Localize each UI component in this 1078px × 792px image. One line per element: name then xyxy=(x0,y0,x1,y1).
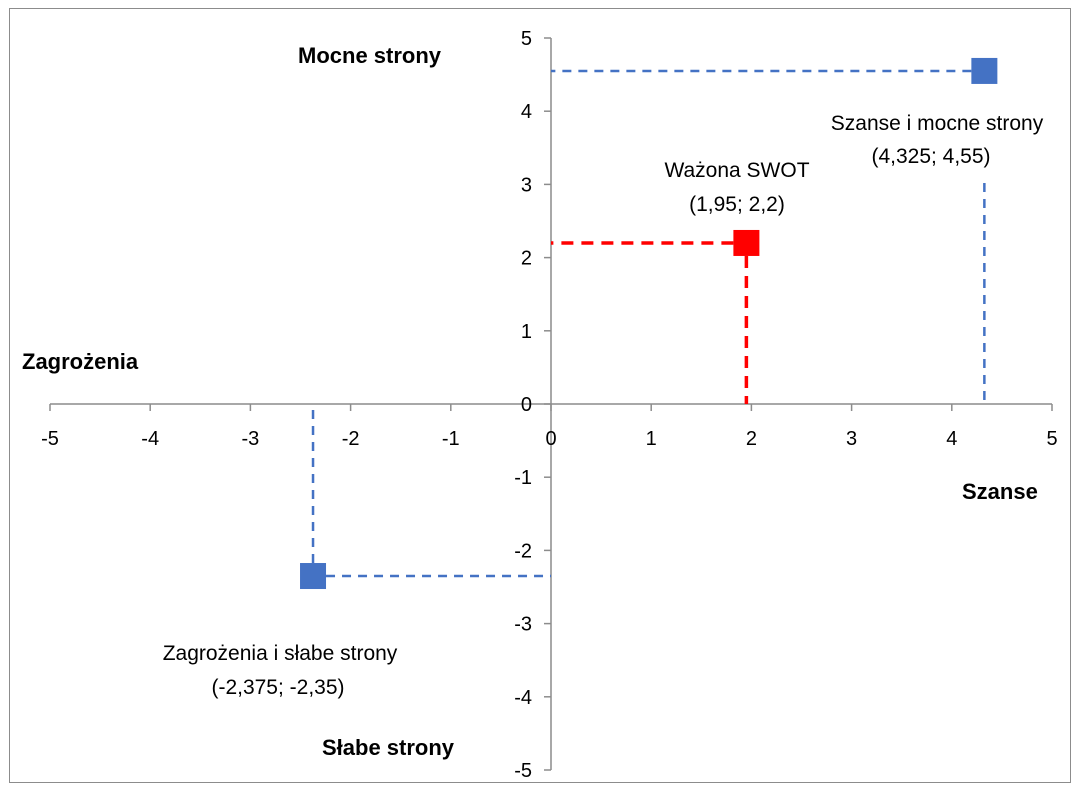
x-tick-label: -1 xyxy=(442,428,460,450)
x-tick-label: 4 xyxy=(946,428,957,450)
y-tick-label: -5 xyxy=(514,760,532,782)
x-tick-label: 0 xyxy=(545,428,556,450)
x-tick-label: -5 xyxy=(41,428,59,450)
y-tick-label: 3 xyxy=(521,174,532,196)
point-label-opportunities-strengths: Szanse i mocne strony (4,325; 4,55) xyxy=(831,112,1044,168)
guide-lines xyxy=(311,69,986,578)
x-tick-label: 2 xyxy=(746,428,757,450)
point-label-name: Ważona SWOT xyxy=(664,159,809,182)
point-label-coords: (1,95; 2,2) xyxy=(689,193,785,216)
point-label-coords: (-2,375; -2,35) xyxy=(211,676,344,699)
x-tick-label: -2 xyxy=(342,428,360,450)
x-tick-label: -3 xyxy=(242,428,260,450)
x-ticks: -5 -4 -3 -2 -1 0 1 2 3 4 5 xyxy=(41,404,1058,450)
quadrant-label-threats: Zagrożenia xyxy=(22,349,139,374)
x-tick-label: 3 xyxy=(846,428,857,450)
x-tick-label: -4 xyxy=(141,428,159,450)
data-point-marker xyxy=(300,563,327,590)
y-tick-label: -4 xyxy=(514,687,532,709)
y-tick-label: -2 xyxy=(514,540,532,562)
data-point-marker xyxy=(733,229,760,256)
x-tick-label: 1 xyxy=(646,428,657,450)
y-tick-label: 0 xyxy=(521,394,532,416)
point-label-name: Szanse i mocne strony xyxy=(831,112,1044,135)
quadrant-label-weaknesses: Słabe strony xyxy=(322,735,455,760)
chart-border xyxy=(9,8,1071,783)
data-markers xyxy=(300,57,998,590)
point-label-threats-weaknesses: Zagrożenia i słabe strony (-2,375; -2,35… xyxy=(163,642,398,699)
quadrant-label-strengths: Mocne strony xyxy=(298,43,442,68)
y-tick-label: 2 xyxy=(521,248,532,270)
data-point-marker xyxy=(971,57,998,84)
x-tick-label: 5 xyxy=(1046,428,1057,450)
y-ticks: 5 4 3 2 1 0 -1 -2 -3 -4 -5 xyxy=(514,28,551,782)
y-tick-label: 1 xyxy=(521,321,532,343)
quadrant-label-opportunities: Szanse xyxy=(962,479,1038,504)
y-tick-label: -1 xyxy=(514,467,532,489)
point-label-weighted-swot: Ważona SWOT (1,95; 2,2) xyxy=(664,159,809,216)
y-tick-label: 4 xyxy=(521,101,532,123)
point-label-name: Zagrożenia i słabe strony xyxy=(163,642,398,665)
y-tick-label: -3 xyxy=(514,614,532,636)
point-label-coords: (4,325; 4,55) xyxy=(871,145,990,168)
y-tick-label: 5 xyxy=(521,28,532,50)
